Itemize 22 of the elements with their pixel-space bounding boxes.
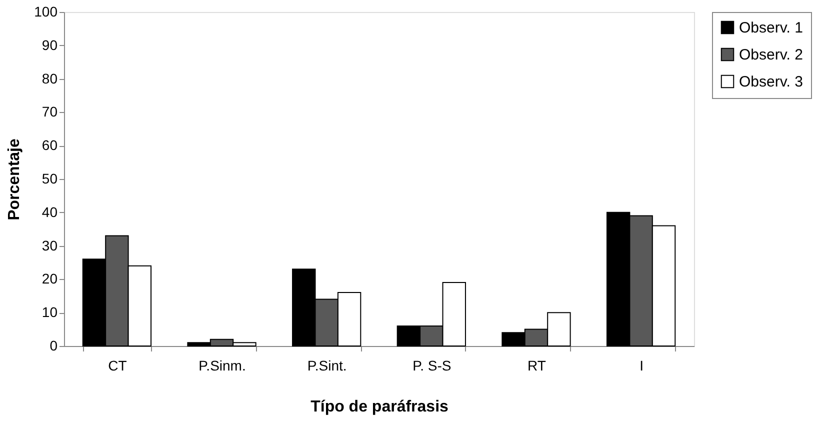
x-tick-label: P.Sinm. — [198, 358, 246, 374]
y-tick-label: 30 — [42, 237, 58, 254]
x-tick-label: CT — [108, 358, 128, 374]
y-tick-label: 50 — [42, 170, 58, 186]
legend-label: Observ. 1 — [739, 20, 803, 36]
y-tick-label: 20 — [42, 270, 58, 287]
y-axis-title: Porcentaje — [6, 138, 24, 220]
y-tick-label: 70 — [42, 104, 58, 120]
x-tick-label: I — [640, 358, 644, 374]
y-tick-label: 90 — [42, 36, 58, 53]
x-tick-label: P. S-S — [412, 358, 452, 374]
x-tick-label: P.Sint. — [307, 358, 347, 374]
legend-label: Observ. 3 — [739, 74, 803, 90]
x-axis-title: Típo de paráfrasis — [310, 398, 449, 416]
x-tick-label: RT — [528, 358, 546, 374]
y-tick-label: 0 — [50, 338, 58, 354]
y-tick-label: 100 — [34, 4, 58, 20]
legend-label: Observ. 2 — [739, 46, 803, 64]
y-tick-label: 10 — [42, 304, 58, 320]
y-tick-label: 60 — [42, 137, 58, 154]
y-tick-label: 80 — [42, 70, 58, 86]
y-tick-label: 40 — [42, 204, 58, 220]
